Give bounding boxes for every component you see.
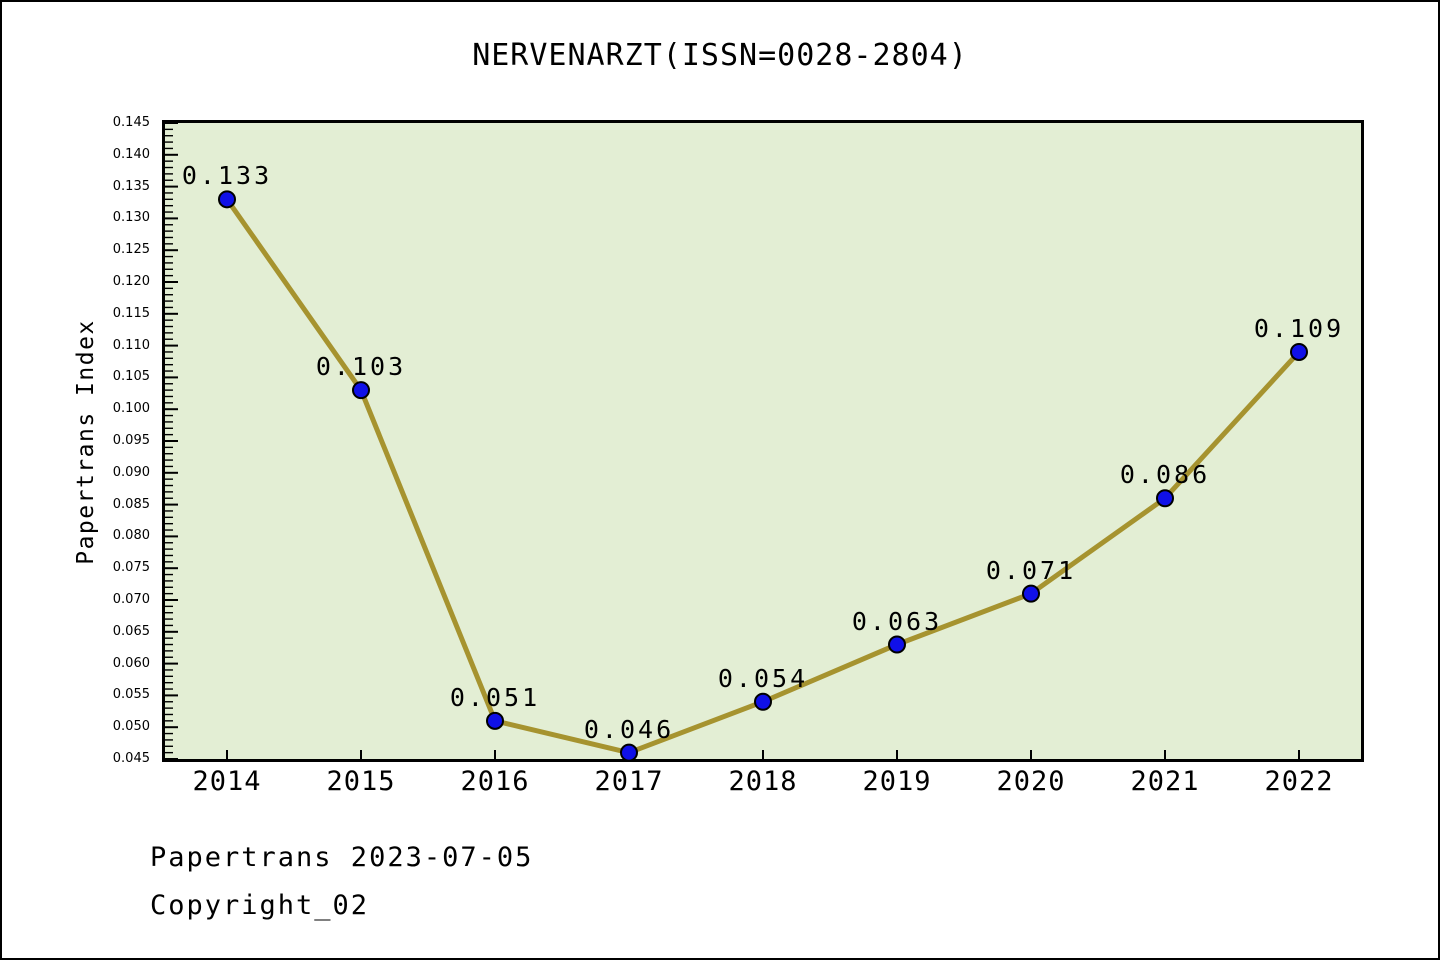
x-tick-label: 2019	[862, 766, 932, 797]
y-tick-label: 0.140	[112, 146, 150, 162]
point-label: 0.054	[717, 663, 809, 693]
point-label: 0.063	[851, 606, 943, 636]
y-axis-label: Papertrans Index	[73, 319, 99, 565]
data-point-marker	[888, 635, 906, 654]
data-point-marker	[218, 190, 236, 209]
x-tick-label: 2022	[1264, 766, 1334, 797]
point-label: 0.133	[181, 161, 273, 191]
y-tick-label: 0.095	[112, 433, 150, 448]
y-tick-label: 0.145	[112, 115, 150, 130]
y-tick-label: 0.080	[112, 528, 150, 544]
y-tick-label: 0.060	[112, 655, 150, 671]
plot-area: 0.133 0.103 0.051 0.046 0.054 0.063 0.071 0.086…	[162, 120, 1364, 762]
footer-copyright: Copyright_02	[150, 890, 370, 921]
data-point-marker	[1022, 584, 1040, 603]
y-tick-label: 0.120	[112, 274, 150, 289]
y-tick-label: 0.125	[112, 242, 150, 258]
point-label: 0.086	[1119, 460, 1211, 490]
x-tick-label: 2014	[192, 766, 262, 797]
data-point-marker	[620, 743, 638, 762]
y-tick-label: 0.090	[112, 464, 150, 480]
chart-svg	[165, 121, 1308, 762]
chart-title: NERVENARZT(ISSN=0028-2804)	[472, 38, 968, 73]
data-point-marker	[486, 711, 504, 730]
data-point-marker	[352, 381, 370, 400]
data-point-marker	[754, 692, 772, 711]
footer-watermark: Papertrans 2023-07-05	[150, 842, 534, 873]
x-tick-label: 2016	[460, 766, 530, 797]
data-point-marker	[1156, 489, 1174, 508]
point-label: 0.071	[985, 555, 1077, 585]
data-point-marker	[1290, 342, 1308, 361]
x-tick-label: 2021	[1130, 766, 1200, 797]
y-tick-label: 0.055	[112, 687, 150, 703]
y-tick-label: 0.085	[112, 496, 150, 512]
point-label: 0.103	[315, 352, 407, 382]
y-tick-label: 0.105	[112, 369, 150, 385]
y-tick-label: 0.130	[112, 210, 150, 226]
point-label: 0.109	[1253, 313, 1345, 343]
y-tick-label: 0.070	[112, 592, 150, 607]
x-tick-label: 2020	[996, 766, 1066, 797]
y-tick-label: 0.115	[112, 305, 150, 321]
x-tick-label: 2018	[728, 766, 798, 797]
y-tick-label: 0.050	[112, 719, 150, 735]
point-label: 0.046	[583, 714, 675, 744]
y-tick-label: 0.075	[112, 560, 150, 576]
y-tick-label: 0.065	[112, 623, 150, 639]
y-tick-label: 0.100	[112, 401, 150, 417]
y-tick-label: 0.135	[112, 178, 150, 194]
x-tick-label: 2015	[326, 766, 396, 797]
y-tick-label: 0.110	[112, 337, 150, 353]
x-tick-label: 2017	[594, 766, 664, 797]
point-label: 0.051	[449, 682, 541, 712]
y-tick-label: 0.045	[112, 751, 150, 766]
